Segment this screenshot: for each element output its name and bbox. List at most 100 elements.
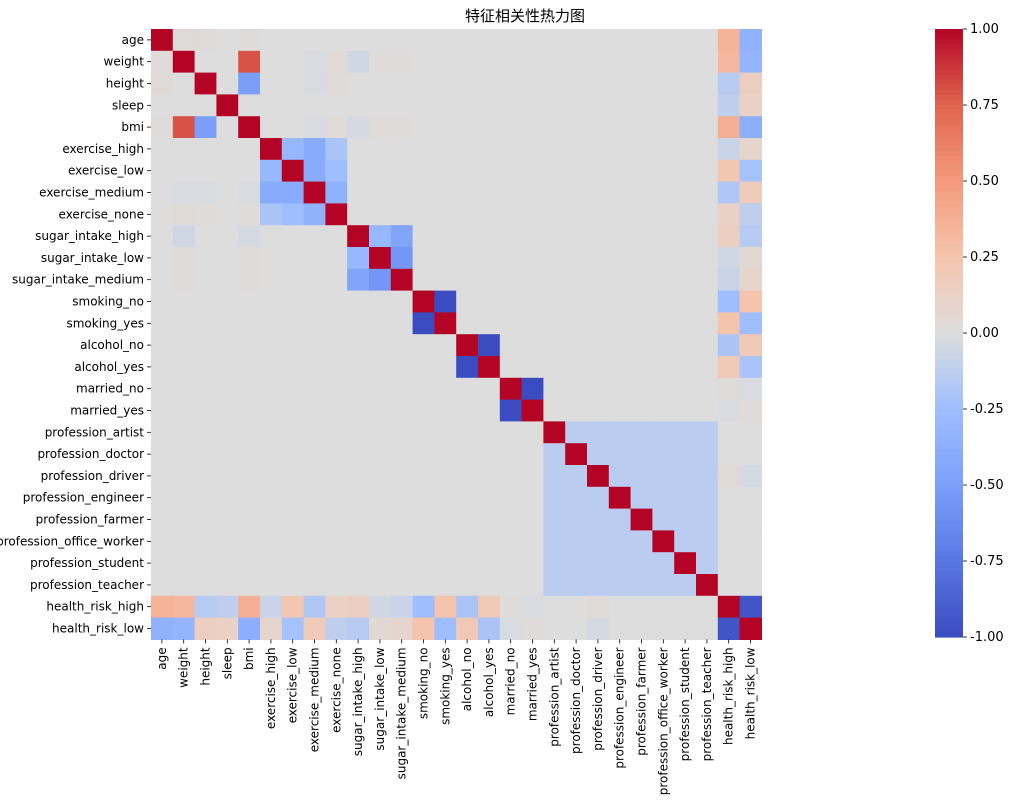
heatmap-cell [717,116,741,139]
heatmap-cell [325,617,348,640]
row-tick-label: profession_doctor [37,447,144,461]
heatmap-cell [390,50,414,74]
heatmap-cell [499,247,523,270]
heatmap-cell [674,334,697,357]
colorbar-segment [935,363,963,370]
heatmap-cell [325,443,348,466]
heatmap-cell [281,312,305,335]
heatmap-cell [521,552,544,575]
colorbar-segment [935,520,963,527]
heatmap-cell [412,247,435,270]
heatmap-cell [369,94,392,117]
heatmap-cell [499,268,523,292]
column-tick-label: exercise_medium [308,647,322,752]
heatmap-cell [194,312,217,335]
heatmap-cell [608,268,632,292]
heatmap-cell [412,486,435,510]
heatmap-cell [521,574,544,597]
heatmap-cell [260,94,283,117]
heatmap-cell [696,552,719,575]
heatmap-cell [390,203,414,226]
heatmap-cell [674,290,697,313]
heatmap-cell [652,356,675,379]
heatmap-cell [303,94,326,117]
heatmap-cell [499,377,523,401]
heatmap-cell [347,138,370,161]
heatmap-cell [194,574,217,597]
heatmap-cell [303,421,326,444]
heatmap-cell [260,225,283,248]
heatmap-cell [587,50,610,74]
colorbar-segment [935,211,963,218]
heatmap-cell [587,247,610,270]
heatmap-cell [412,50,435,74]
heatmap-cell [281,72,305,95]
heatmap-cell [390,530,414,553]
heatmap-cell [521,72,544,95]
heatmap-cell [325,508,348,531]
heatmap-cell [565,116,588,139]
row-tick-label: smoking_no [72,295,144,309]
heatmap-cell [521,116,544,139]
heatmap-cell [478,530,501,553]
heatmap-cell [434,203,457,226]
heatmap-cell [565,29,588,52]
heatmap-cell [260,443,283,466]
heatmap-cell [543,312,566,335]
heatmap-cell [281,203,305,226]
heatmap-cell [456,530,479,553]
heatmap-cell [739,530,762,553]
heatmap-cell [172,530,196,553]
heatmap-cell [369,508,392,531]
heatmap-cell [194,203,217,226]
heatmap-cell [369,72,392,95]
heatmap-cell [630,159,653,183]
heatmap-cell [260,50,283,74]
heatmap-cell [608,138,632,161]
heatmap-cell [739,334,762,357]
heatmap-cell [478,116,501,139]
colorbar-segment [935,626,963,633]
heatmap-cell [587,159,610,183]
heatmap-cell [521,617,544,640]
heatmap-cell [456,312,479,335]
row-tick-label: height [106,77,145,91]
heatmap-cell [608,530,632,553]
colorbar-segment [935,297,963,304]
heatmap-cell [739,486,762,510]
heatmap-cell [521,312,544,335]
heatmap-cell [347,508,370,531]
column-tick-label: height [199,647,213,686]
heatmap-cell [521,138,544,161]
column-tick-label: sugar_intake_medium [395,647,409,779]
heatmap-cell [543,617,566,640]
heatmap-cell [172,508,196,531]
heatmap-cell [630,334,653,357]
row-tick-label: profession_student [30,556,144,570]
heatmap-cell [172,72,196,95]
heatmap-cell [565,486,588,510]
heatmap-cell [151,181,174,204]
heatmap-cell [717,443,741,466]
heatmap-cell [652,508,675,531]
heatmap-cell [412,399,435,422]
heatmap-cell [434,552,457,575]
heatmap-cell [325,268,348,292]
heatmap-cell [260,399,283,422]
heatmap-cell [717,595,741,619]
heatmap-cell [434,290,457,313]
heatmap-cell [412,138,435,161]
heatmap-cell [739,268,762,292]
column-tick-label: profession_office_worker [656,647,670,795]
heatmap-cell [172,138,196,161]
heatmap-cell [739,356,762,379]
colorbar-segment [935,322,963,329]
colorbar-segment [935,277,963,283]
heatmap-cell [281,247,305,270]
heatmap-cell [260,312,283,335]
heatmap-cell [696,334,719,357]
heatmap-cell [739,421,762,444]
heatmap-cell [521,203,544,226]
heatmap-cell [630,312,653,335]
